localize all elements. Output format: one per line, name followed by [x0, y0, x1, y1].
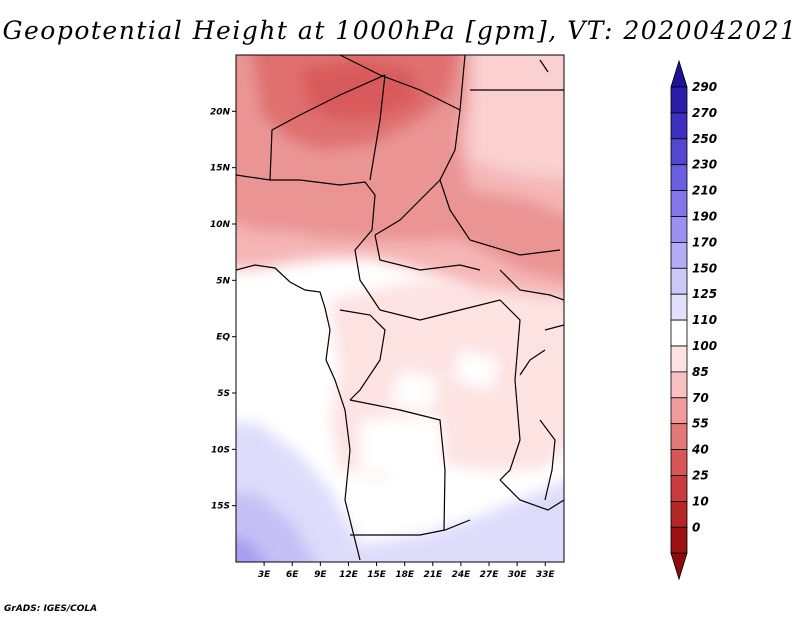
lat-tick-label: 5N	[216, 276, 230, 286]
colorbar-swatch	[670, 500, 688, 528]
colorbar-swatch	[670, 449, 688, 476]
lat-tick-label: 10N	[210, 220, 231, 230]
colorbar-swatch	[670, 86, 688, 114]
colorbar-swatch	[670, 216, 688, 243]
colorbar-label: 40	[691, 443, 709, 457]
lat-tick-label: EQ	[216, 333, 230, 343]
colorbar: 2902702502302101901701501251101008570554…	[670, 59, 717, 581]
lon-tick-label: 12E	[339, 570, 359, 580]
lon-tick-label: 24E	[452, 570, 472, 580]
colorbar-top-arrow	[670, 59, 688, 88]
colorbar-swatch	[670, 138, 688, 166]
lon-tick-label: 30E	[508, 570, 528, 580]
colorbar-label: 85	[692, 365, 709, 379]
lat-tick-label: 15S	[211, 502, 230, 512]
lon-tick-label: 6E	[286, 570, 299, 580]
colorbar-label: 125	[692, 287, 717, 301]
colorbar-label: 170	[692, 235, 717, 249]
lat-tick-label: 5S	[217, 389, 230, 399]
plot-frame	[235, 54, 565, 563]
colorbar-label: 150	[692, 261, 717, 275]
map-title: Geopotential Height at 1000hPa [gpm], VT…	[2, 16, 798, 45]
colorbar-label: 100	[692, 339, 717, 353]
colorbar-label: 190	[692, 210, 717, 224]
lon-tick-label: 3E	[258, 570, 271, 580]
colorbar-swatch	[670, 345, 688, 373]
colorbar-label: 0	[692, 520, 700, 534]
lon-tick-label: 9E	[314, 570, 327, 580]
lon-tick-label: 27E	[480, 570, 500, 580]
colorbar-label: 270	[692, 106, 717, 120]
colorbar-label: 70	[692, 391, 709, 405]
lat-tick-label: 20N	[210, 107, 231, 117]
height-field	[236, 55, 564, 562]
colorbar-label: 10	[692, 494, 709, 508]
colorbar-bottom-arrow	[670, 552, 688, 581]
colorbar-label: 25	[692, 469, 709, 483]
lon-tick-label: 15E	[367, 570, 387, 580]
lat-axis: 20N 15N 10N 5N EQ 5S 10S 15S	[210, 107, 236, 512]
colorbar-swatch	[670, 526, 688, 554]
colorbar-swatch	[670, 112, 688, 140]
country-borders	[236, 55, 564, 561]
lon-tick-label: 18E	[395, 570, 415, 580]
colorbar-swatch	[670, 319, 688, 347]
colorbar-label: 210	[692, 184, 717, 198]
colorbar-swatch	[670, 475, 688, 502]
colorbar-swatch	[670, 397, 688, 425]
colorbar-swatch	[670, 293, 688, 321]
colorbar-label: 230	[692, 158, 717, 172]
colorbar-swatch	[670, 241, 688, 269]
colorbar-swatch	[670, 423, 688, 451]
colorbar-swatch	[670, 371, 688, 399]
colorbar-label: 110	[692, 313, 717, 327]
colorbar-swatch	[670, 190, 688, 217]
colorbar-label: 290	[692, 80, 717, 94]
colorbar-label: 250	[692, 132, 717, 146]
lat-tick-label: 15N	[210, 164, 231, 174]
lat-tick-label: 10S	[211, 445, 230, 455]
grads-credit: GrADS: IGES/COLA	[4, 604, 98, 614]
colorbar-label: 55	[692, 417, 709, 431]
lon-axis: 3E 6E 9E 12E 15E 18E 21E 24E 27E 30E 33E	[258, 562, 556, 580]
lon-tick-label: 21E	[423, 570, 443, 580]
colorbar-swatch	[670, 164, 688, 191]
lon-tick-label: 33E	[536, 570, 556, 580]
colorbar-swatch	[670, 267, 688, 295]
